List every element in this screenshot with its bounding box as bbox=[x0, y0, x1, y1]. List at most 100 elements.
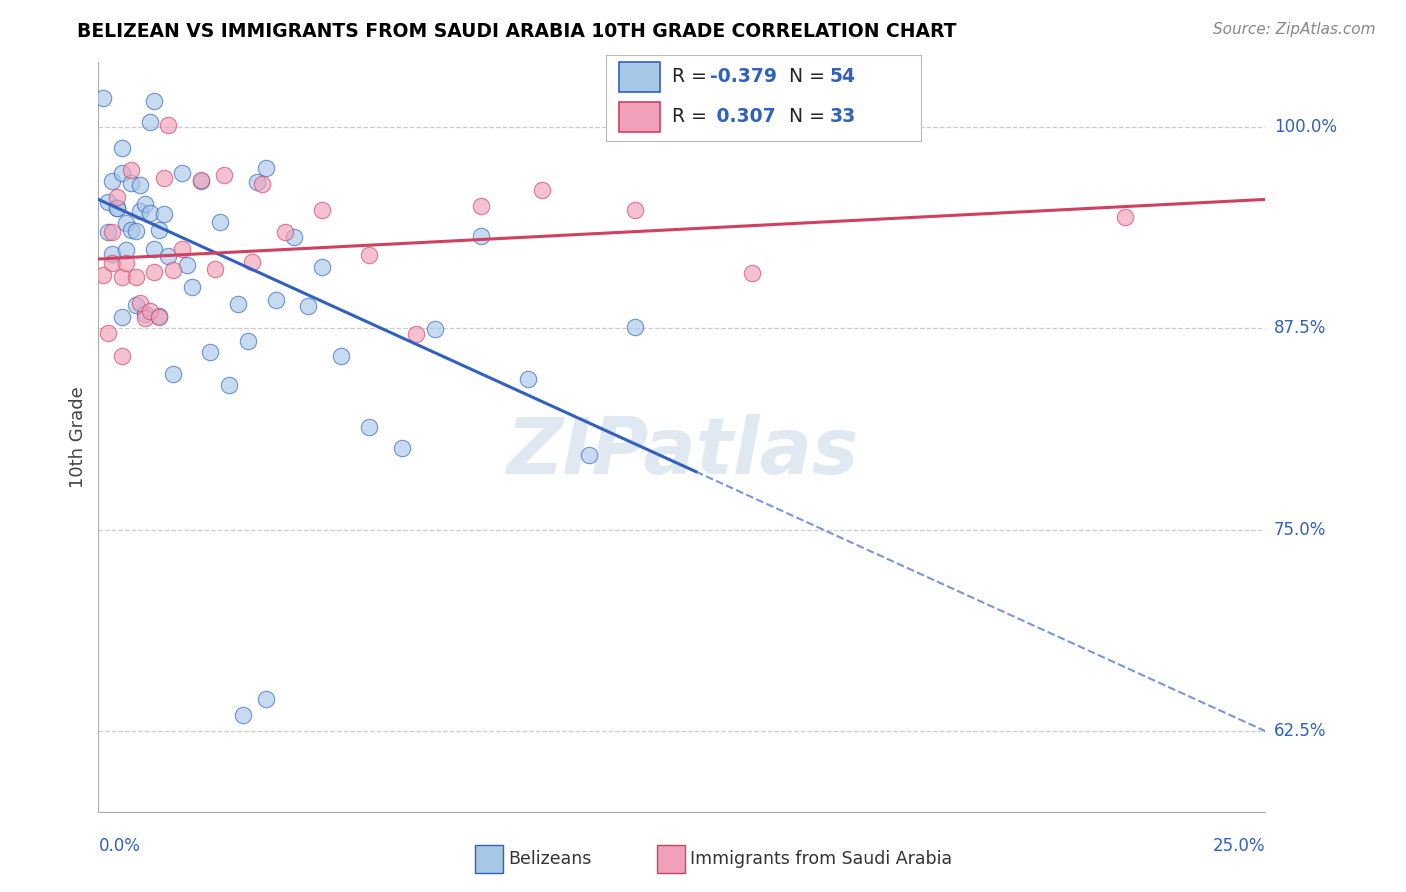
Point bbox=[359, 248, 381, 262]
Point bbox=[200, 344, 222, 359]
Point bbox=[143, 242, 166, 256]
Point bbox=[101, 174, 124, 188]
Point bbox=[129, 204, 152, 219]
Point bbox=[218, 378, 240, 392]
Point bbox=[101, 256, 124, 270]
Point bbox=[256, 161, 278, 175]
Point bbox=[143, 265, 166, 279]
Point bbox=[115, 256, 138, 270]
Point bbox=[423, 322, 446, 336]
Point bbox=[624, 320, 647, 334]
Point bbox=[391, 441, 413, 455]
Point bbox=[91, 91, 114, 105]
Point bbox=[530, 183, 553, 197]
Point bbox=[228, 297, 250, 311]
Point bbox=[204, 261, 226, 276]
Point bbox=[148, 309, 170, 323]
Point bbox=[256, 692, 278, 706]
Point bbox=[578, 448, 600, 462]
Point bbox=[139, 303, 162, 318]
Point bbox=[115, 216, 138, 230]
Point bbox=[232, 708, 254, 723]
Point bbox=[115, 244, 138, 258]
Text: Belizeans: Belizeans bbox=[508, 849, 592, 868]
Point bbox=[148, 310, 170, 324]
Point bbox=[274, 226, 297, 240]
Point bbox=[1114, 210, 1136, 224]
Point bbox=[120, 162, 142, 177]
Point bbox=[97, 194, 120, 209]
Point bbox=[283, 230, 305, 244]
Point bbox=[105, 201, 128, 215]
Point bbox=[129, 295, 152, 310]
Point bbox=[359, 420, 381, 434]
Point bbox=[214, 168, 236, 182]
Point bbox=[516, 371, 538, 385]
Point bbox=[190, 172, 212, 186]
Point bbox=[111, 349, 134, 363]
Point bbox=[143, 94, 166, 108]
Point bbox=[246, 175, 269, 189]
Point bbox=[624, 203, 647, 218]
Point bbox=[330, 349, 353, 363]
Point bbox=[190, 173, 212, 187]
Point bbox=[105, 201, 128, 215]
Point bbox=[157, 118, 180, 132]
Point bbox=[105, 189, 128, 203]
Bar bbox=[658, 845, 685, 872]
Text: ZIPatlas: ZIPatlas bbox=[506, 414, 858, 490]
Text: 62.5%: 62.5% bbox=[1274, 723, 1326, 740]
Point bbox=[125, 269, 148, 284]
Point bbox=[470, 199, 492, 213]
Point bbox=[157, 249, 180, 263]
Text: 25.0%: 25.0% bbox=[1213, 837, 1265, 855]
Point bbox=[111, 141, 134, 155]
Point bbox=[134, 197, 156, 211]
Point bbox=[120, 177, 142, 191]
Point bbox=[172, 166, 194, 180]
Text: 0.0%: 0.0% bbox=[98, 837, 141, 855]
Point bbox=[297, 299, 319, 313]
Text: Source: ZipAtlas.com: Source: ZipAtlas.com bbox=[1212, 22, 1375, 37]
Point bbox=[208, 215, 231, 229]
Point bbox=[236, 334, 259, 349]
Point bbox=[97, 326, 120, 340]
Point bbox=[148, 223, 170, 237]
Point bbox=[741, 266, 763, 280]
Point bbox=[101, 247, 124, 261]
Point bbox=[101, 226, 124, 240]
Point bbox=[111, 269, 134, 284]
Point bbox=[134, 307, 156, 321]
Point bbox=[176, 258, 198, 272]
Point bbox=[129, 178, 152, 192]
Point bbox=[97, 225, 120, 239]
Point bbox=[139, 206, 162, 220]
Point bbox=[172, 242, 194, 256]
Point bbox=[152, 171, 174, 186]
Point bbox=[242, 255, 264, 269]
Point bbox=[111, 310, 134, 325]
Text: 75.0%: 75.0% bbox=[1274, 521, 1326, 539]
Text: Immigrants from Saudi Arabia: Immigrants from Saudi Arabia bbox=[690, 849, 952, 868]
Point bbox=[470, 229, 492, 244]
Point bbox=[311, 260, 333, 274]
Point bbox=[125, 298, 148, 312]
Text: BELIZEAN VS IMMIGRANTS FROM SAUDI ARABIA 10TH GRADE CORRELATION CHART: BELIZEAN VS IMMIGRANTS FROM SAUDI ARABIA… bbox=[77, 22, 957, 41]
Point bbox=[250, 177, 273, 191]
Point bbox=[405, 327, 427, 342]
Text: 100.0%: 100.0% bbox=[1274, 118, 1337, 136]
Y-axis label: 10th Grade: 10th Grade bbox=[69, 386, 87, 488]
Point bbox=[120, 223, 142, 237]
Point bbox=[162, 262, 184, 277]
Bar bbox=[475, 845, 503, 872]
Point bbox=[134, 311, 156, 326]
Point bbox=[125, 224, 148, 238]
Point bbox=[139, 114, 162, 128]
Text: 87.5%: 87.5% bbox=[1274, 319, 1326, 337]
Point bbox=[264, 293, 287, 308]
Point bbox=[111, 166, 134, 180]
Point bbox=[162, 367, 184, 381]
Point bbox=[180, 280, 202, 294]
Point bbox=[152, 207, 174, 221]
Point bbox=[91, 268, 114, 282]
